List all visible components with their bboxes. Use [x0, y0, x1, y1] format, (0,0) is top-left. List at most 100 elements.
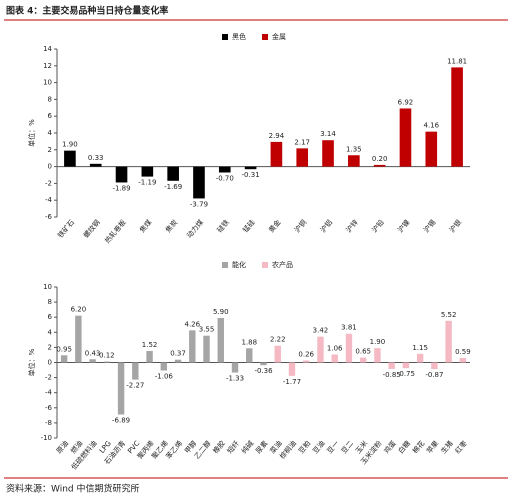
y-tick-label: 0	[48, 163, 52, 171]
value-label: 5.52	[441, 311, 457, 319]
y-tick-label: 4	[48, 328, 53, 336]
legend-label: 能化	[232, 260, 246, 269]
x-tick-label: 生猪	[439, 439, 455, 456]
bar	[260, 362, 267, 366]
value-label: 1.90	[370, 338, 386, 346]
bar	[160, 362, 168, 371]
value-label: 4.16	[423, 122, 439, 130]
x-tick-label: 焦炭	[163, 218, 179, 235]
bar	[189, 330, 196, 363]
y-tick-label: 6	[48, 112, 53, 120]
value-label: 1.35	[346, 145, 362, 153]
bar	[288, 362, 296, 376]
bar	[445, 320, 452, 363]
x-tick-label: 沪铅	[370, 218, 386, 235]
value-label: 0.95	[56, 345, 72, 353]
legend-label: 金属	[272, 32, 286, 41]
value-label: 6.92	[398, 98, 414, 106]
value-label: 2.22	[270, 336, 286, 344]
x-tick-label: 原油	[54, 439, 70, 456]
y-tick-label: 6	[48, 313, 53, 321]
bar	[244, 166, 257, 170]
x-tick-label: 豆一	[326, 439, 341, 455]
bar	[231, 362, 239, 373]
value-label: 5.90	[213, 308, 229, 316]
bar	[345, 333, 353, 363]
value-label: 0.33	[88, 154, 104, 162]
bar	[388, 362, 395, 369]
value-label: -1.06	[155, 373, 174, 381]
value-label: 6.20	[71, 306, 87, 314]
value-label: 1.06	[327, 344, 343, 352]
value-label: 0.37	[170, 350, 186, 358]
y-axis-label: 单位：%	[27, 119, 36, 147]
source: 资料来源：Wind 中信期货研究所	[6, 483, 139, 495]
title: 图表 4：主要交易品种当日持仓量变化率	[6, 5, 168, 17]
bar	[374, 348, 381, 363]
x-tick-label: 沪铝	[318, 218, 334, 235]
x-tick-label: 短纤	[225, 439, 241, 456]
bar	[431, 362, 438, 370]
x-tick-label: 锰硅	[241, 218, 257, 235]
bar	[60, 355, 68, 363]
value-label: -1.89	[112, 184, 130, 192]
value-label: 11.81	[447, 57, 467, 65]
x-tick-label: 尿素	[254, 439, 270, 456]
bar	[246, 348, 253, 363]
y-axis-label: 单位：%	[27, 348, 36, 376]
y-tick-label: -6	[45, 213, 53, 221]
value-label: -0.31	[242, 171, 260, 179]
bar	[103, 361, 111, 363]
bar	[75, 315, 82, 363]
x-tick-label: 沪锡	[421, 218, 437, 235]
bar	[167, 166, 179, 181]
bar	[218, 166, 231, 173]
y-tick-label: 2	[48, 343, 52, 351]
value-label: 2.94	[269, 132, 285, 140]
bar	[115, 166, 128, 183]
x-tick-label: 动力煤	[185, 218, 205, 240]
bar	[317, 336, 324, 363]
bar	[322, 140, 334, 167]
y-tick-label: 2	[48, 146, 52, 154]
y-tick-label: 8	[48, 95, 52, 103]
x-tick-label: 棉花	[410, 439, 426, 456]
x-tick-label: 白糖	[396, 439, 412, 456]
bar	[425, 131, 438, 167]
y-tick-label: 8	[48, 298, 52, 306]
y-tick-label: -10	[41, 434, 52, 442]
bar	[270, 141, 283, 167]
bar	[296, 148, 309, 167]
legend-swatch	[222, 262, 228, 268]
bar	[64, 150, 76, 167]
value-label: 3.55	[199, 326, 215, 334]
bar	[217, 317, 224, 363]
bar	[89, 359, 96, 363]
x-tick-label: 焦煤	[138, 218, 154, 235]
x-tick-label: 鸡蛋	[382, 439, 398, 456]
value-label: 0.12	[99, 352, 115, 360]
bar	[303, 360, 310, 363]
bar	[117, 362, 125, 415]
bar	[193, 166, 205, 199]
bar	[402, 362, 410, 369]
x-tick-label: 沪镍	[396, 218, 412, 235]
x-tick-label: 铁矿石	[56, 218, 76, 240]
legend-swatch	[262, 262, 268, 268]
value-label: 0.43	[85, 349, 101, 357]
legend-swatch	[222, 34, 228, 40]
value-label: -1.77	[283, 378, 301, 386]
y-tick-label: 4	[48, 129, 53, 137]
y-tick-label: -6	[45, 404, 53, 412]
x-tick-label: 热轧卷板	[103, 218, 128, 245]
value-label: -1.19	[138, 179, 156, 187]
x-tick-label: 沪铜	[292, 218, 308, 235]
x-tick-label: 豆粕	[296, 439, 312, 456]
value-label: 0.65	[355, 348, 371, 356]
value-label: 3.81	[341, 324, 357, 332]
value-label: 0.26	[298, 351, 314, 359]
y-tick-label: 0	[48, 359, 52, 367]
value-label: 1.52	[142, 341, 158, 349]
value-label: 3.42	[313, 327, 329, 335]
bar	[359, 357, 367, 363]
